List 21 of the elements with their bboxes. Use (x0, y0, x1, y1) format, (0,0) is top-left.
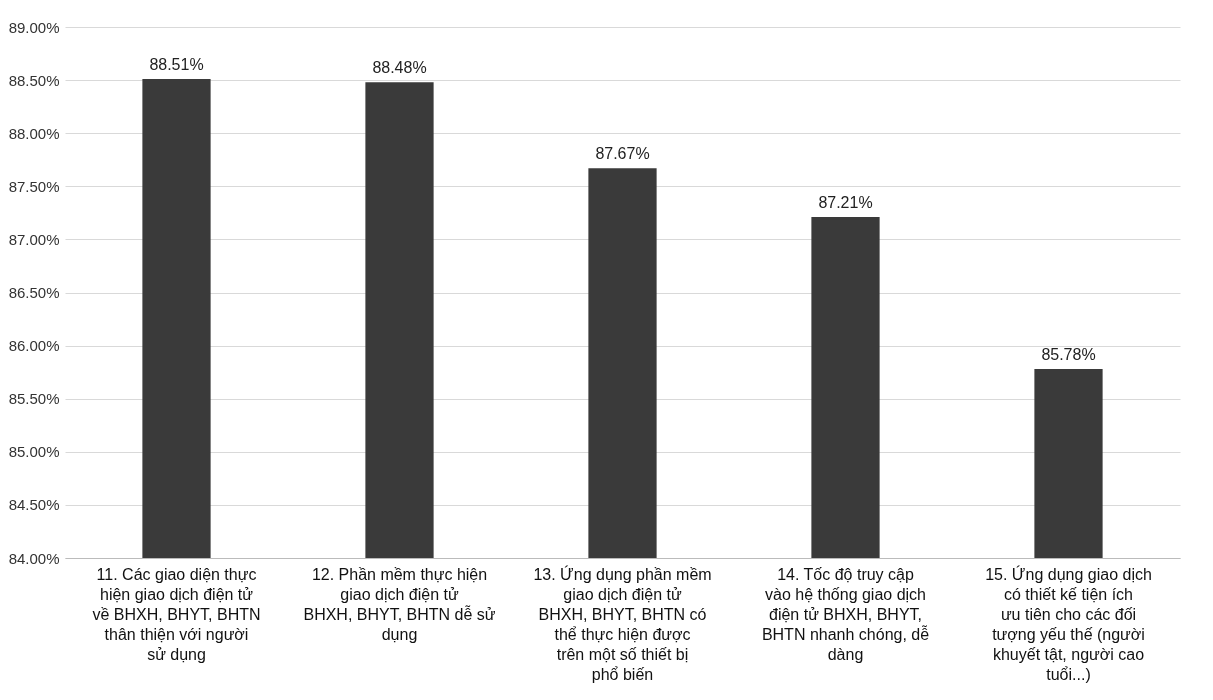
y-tick-label: 85.50% (8, 390, 60, 408)
y-tick-label: 85.00% (8, 443, 60, 461)
y-tick-label: 84.50% (8, 496, 60, 514)
x-tick-label: 14. Tốc độ truy cập vào hệ thống giao dịch điện tử BHXH, BHYT, BHTN nhanh chóng, dễ dàng (761, 565, 930, 663)
y-tick-label: 87.50% (8, 177, 60, 195)
data-label: 87.21% (818, 194, 873, 212)
x-tick-label: 15. Ứng dụng giao dịch có thiết kế tiện ích ưu tiên cho các đối tượng yếu thế (người khuyết tật, người cao tuổi...) (985, 564, 1152, 683)
y-tick-label: 86.50% (8, 284, 60, 301)
x-tick-label: 11. Các giao diện thực hiện giao dịch điện tử về BHXH, BHYT, BHTN thân thiện với người sử dụng (92, 565, 261, 663)
x-tick-label: 12. Phần mềm thực hiện giao dịch điện tử BHXH, BHYT, BHTN dễ sử dụng (303, 565, 496, 643)
x-tick-label: 13. Ứng dụng phần mềm giao dịch điện tử BHXH, BHYT, BHTN có thể thực hiện được trên một số thiết bị phổ biến (533, 564, 712, 683)
y-tick-label: 89.00% (8, 18, 60, 36)
y-tick-label: 84.00% (8, 549, 60, 567)
data-label: 88.48% (372, 59, 427, 77)
data-label: 85.78% (1041, 345, 1096, 363)
y-tick-label: 86.00% (8, 337, 60, 355)
data-label: 88.51% (149, 56, 204, 74)
y-tick-label: 88.00% (8, 124, 60, 142)
y-tick-label: 87.00% (8, 230, 60, 248)
data-label: 87.67% (595, 145, 650, 163)
y-tick-label: 88.50% (8, 71, 60, 89)
